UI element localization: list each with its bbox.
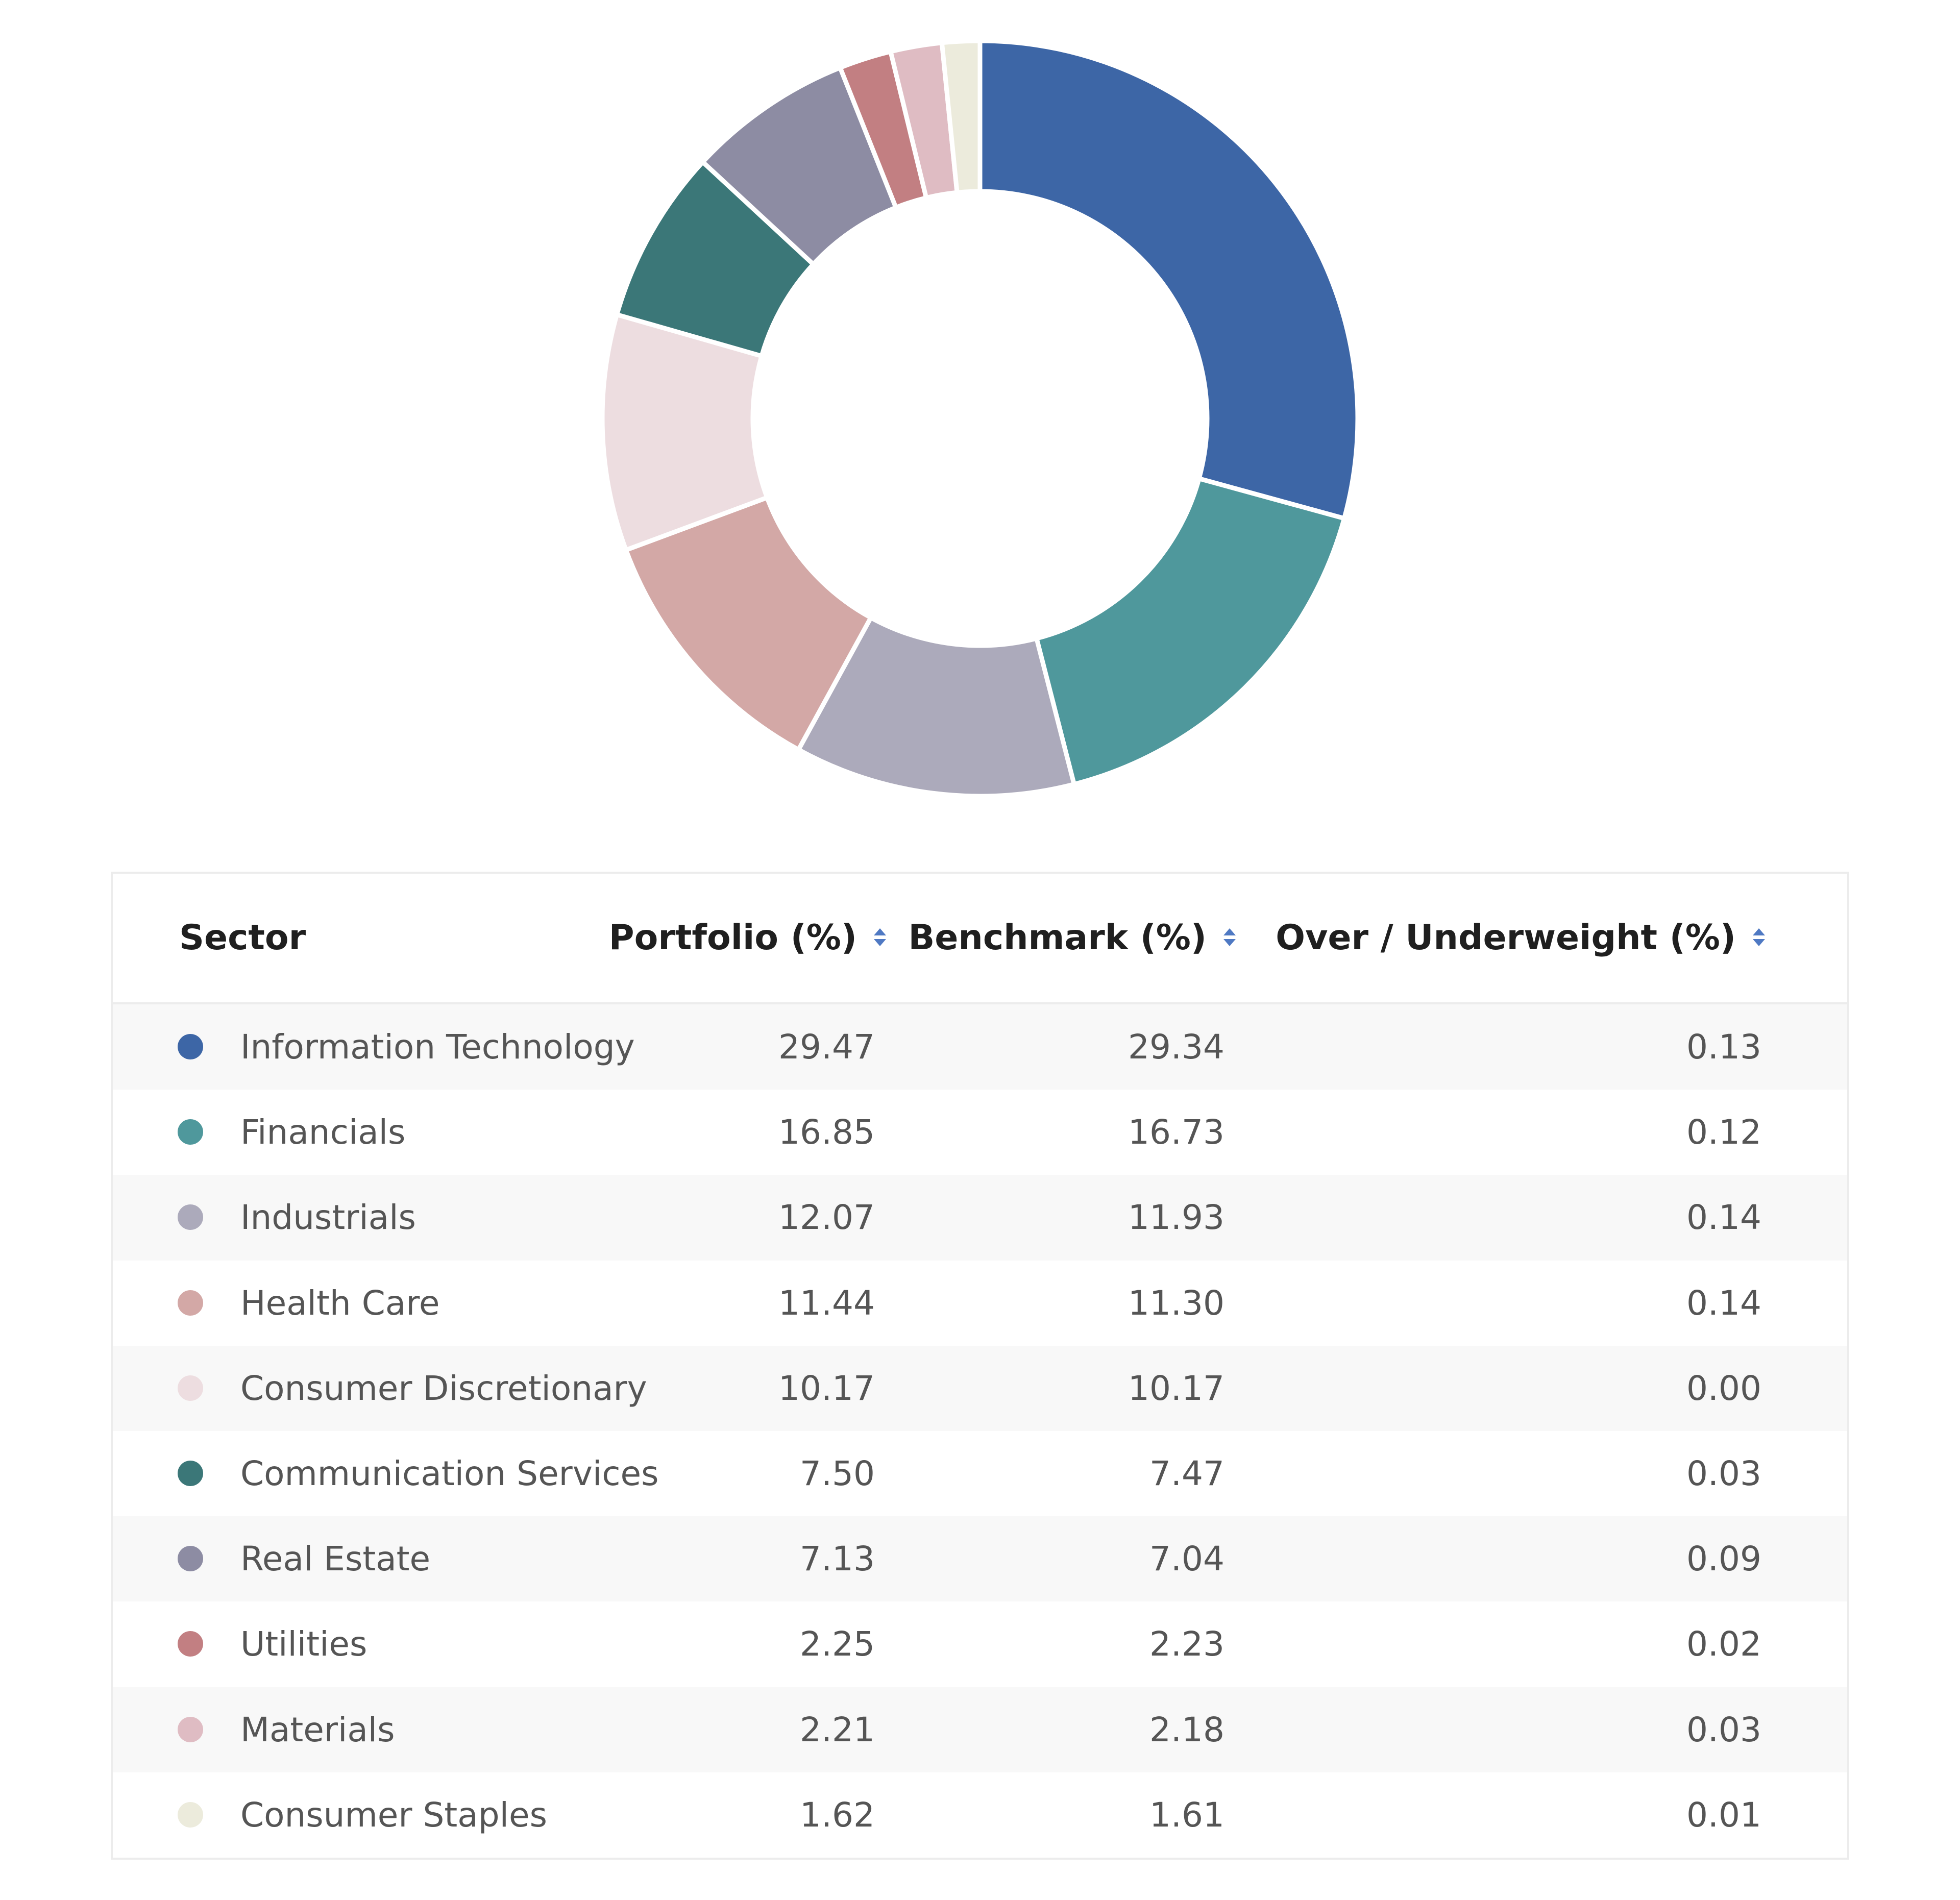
- over-underweight-value: 0.03: [1686, 1710, 1761, 1749]
- sector-name: Information Technology: [240, 1027, 635, 1067]
- benchmark-value: 7.47: [1149, 1453, 1224, 1493]
- portfolio-value: 12.07: [778, 1198, 875, 1238]
- over-underweight-value: 0.13: [1686, 1027, 1761, 1067]
- table-row: Consumer Discretionary 10.17 10.17 0.00: [113, 1345, 1847, 1431]
- sector-name: Utilities: [240, 1624, 368, 1664]
- portfolio-value: 29.47: [778, 1027, 875, 1067]
- benchmark-value: 7.04: [1149, 1539, 1224, 1579]
- sector-name: Consumer Staples: [240, 1795, 547, 1835]
- sector-name: Industrials: [240, 1198, 416, 1238]
- portfolio-value: 7.50: [800, 1453, 875, 1493]
- benchmark-value: 29.34: [1128, 1027, 1224, 1067]
- portfolio-column-header[interactable]: Portfolio (%): [609, 874, 888, 1002]
- table-body: Information Technology 29.47 29.34 0.13 Fina…: [113, 1004, 1847, 1858]
- sector-color-dot-icon: [178, 1204, 203, 1230]
- donut-slice-information-technology[interactable]: [977, 41, 1358, 522]
- sector-name: Communication Services: [240, 1453, 659, 1493]
- table-row: Financials 16.85 16.73 0.12: [113, 1090, 1847, 1175]
- benchmark-value: 2.23: [1149, 1624, 1224, 1664]
- sort-icon[interactable]: [1751, 922, 1767, 953]
- table-row: Information Technology 29.47 29.34 0.13: [113, 1004, 1847, 1090]
- portfolio-value: 10.17: [778, 1368, 875, 1408]
- benchmark-value: 2.18: [1149, 1710, 1224, 1749]
- portfolio-header-label: Portfolio (%): [608, 918, 857, 958]
- portfolio-value: 7.13: [800, 1539, 875, 1579]
- over-underweight-value: 0.12: [1686, 1113, 1761, 1152]
- donut-slice-industrials[interactable]: [795, 614, 1077, 796]
- sector-allocation-table: Sector Portfolio (%) Benchmark (%) Over …: [111, 872, 1849, 1860]
- over-underweight-value: 0.14: [1686, 1198, 1761, 1238]
- benchmark-value: 11.30: [1128, 1283, 1224, 1323]
- table-row: Real Estate 7.13 7.04 0.09: [113, 1516, 1847, 1602]
- benchmark-value: 11.93: [1128, 1198, 1224, 1238]
- sector-color-dot-icon: [178, 1375, 203, 1401]
- donut-slice-health-care[interactable]: [623, 495, 874, 753]
- over-underweight-header-label: Over / Underweight (%): [1276, 918, 1736, 958]
- over-underweight-value: 0.01: [1686, 1795, 1761, 1835]
- table-row: Materials 2.21 2.18 0.03: [113, 1687, 1847, 1772]
- benchmark-header-label: Benchmark (%): [908, 918, 1207, 958]
- portfolio-value: 2.21: [800, 1710, 875, 1749]
- donut-slice-financials[interactable]: [1034, 476, 1348, 787]
- sector-color-dot-icon: [178, 1034, 203, 1059]
- over-underweight-value: 0.03: [1686, 1453, 1761, 1493]
- sector-donut-chart: [602, 41, 1358, 796]
- portfolio-value: 2.25: [800, 1624, 875, 1664]
- table-row: Communication Services 7.50 7.47 0.03: [113, 1430, 1847, 1517]
- sector-color-dot-icon: [178, 1290, 203, 1316]
- sector-name: Financials: [240, 1113, 406, 1152]
- donut-slice-consumer-staples[interactable]: [939, 41, 983, 195]
- sector-color-dot-icon: [178, 1119, 203, 1145]
- table-header: Sector Portfolio (%) Benchmark (%) Over …: [113, 874, 1847, 1004]
- sector-color-dot-icon: [178, 1716, 203, 1742]
- benchmark-value: 16.73: [1128, 1113, 1224, 1152]
- portfolio-value: 16.85: [778, 1113, 875, 1152]
- sector-color-dot-icon: [178, 1631, 203, 1657]
- portfolio-value: 1.62: [800, 1795, 875, 1835]
- sector-color-dot-icon: [178, 1546, 203, 1572]
- over-underweight-value: 0.14: [1686, 1283, 1761, 1323]
- table-row: Health Care 11.44 11.30 0.14: [113, 1260, 1847, 1346]
- sector-column-header: Sector: [179, 918, 306, 958]
- over-underweight-value: 0.02: [1686, 1624, 1761, 1664]
- benchmark-value: 10.17: [1128, 1368, 1224, 1408]
- benchmark-value: 1.61: [1149, 1795, 1224, 1835]
- sector-name: Real Estate: [240, 1539, 431, 1579]
- table-row: Industrials 12.07 11.93 0.14: [113, 1175, 1847, 1261]
- table-row: Utilities 2.25 2.23 0.02: [113, 1601, 1847, 1687]
- benchmark-column-header[interactable]: Benchmark (%): [908, 874, 1237, 1002]
- over-underweight-value: 0.09: [1686, 1539, 1761, 1579]
- over-underweight-value: 0.00: [1686, 1368, 1761, 1408]
- sort-icon[interactable]: [872, 922, 888, 953]
- sort-icon[interactable]: [1222, 922, 1237, 953]
- table-row: Consumer Staples 1.62 1.61 0.01: [113, 1772, 1847, 1858]
- sector-name: Health Care: [240, 1283, 440, 1323]
- sector-color-dot-icon: [178, 1802, 203, 1828]
- over-underweight-column-header[interactable]: Over / Underweight (%): [1276, 874, 1767, 1002]
- sector-color-dot-icon: [178, 1460, 203, 1486]
- sector-name: Consumer Discretionary: [240, 1368, 647, 1408]
- sector-name: Materials: [240, 1710, 395, 1749]
- portfolio-value: 11.44: [778, 1283, 875, 1323]
